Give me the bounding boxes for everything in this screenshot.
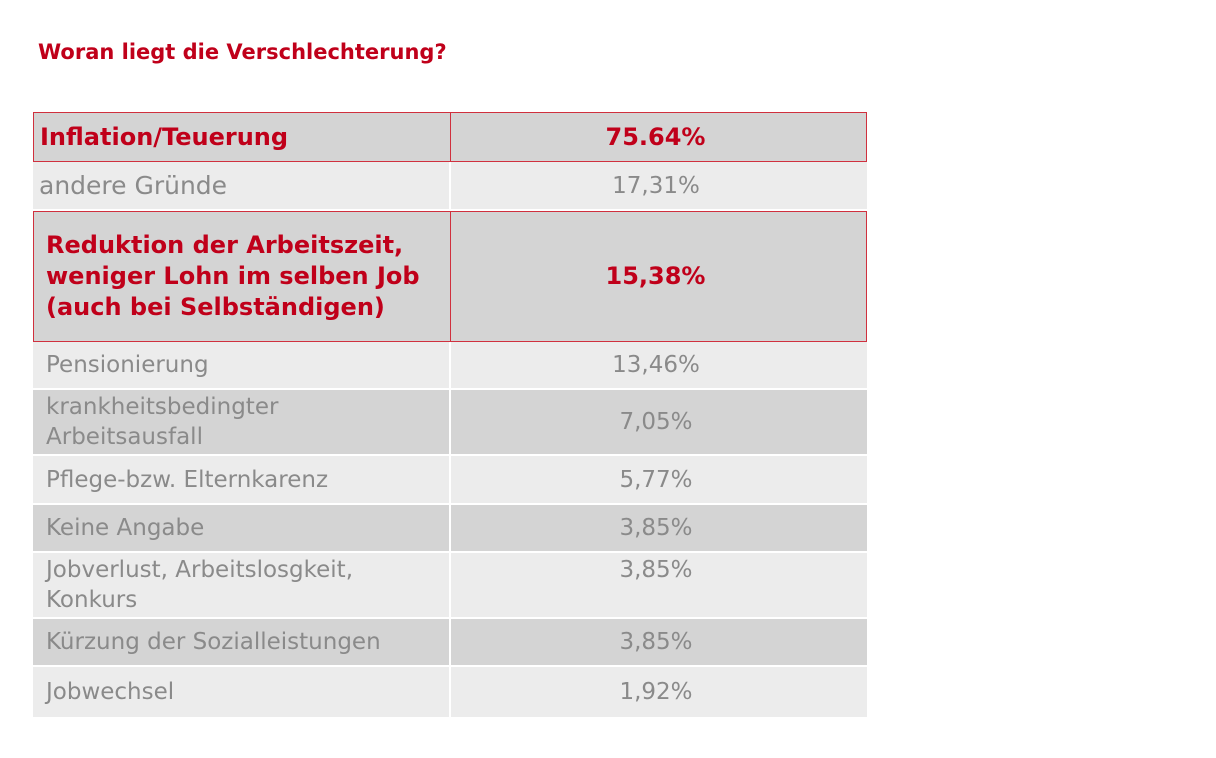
reason-cell: krankheitsbedingter Arbeitsausfall xyxy=(33,390,451,454)
percentage-cell: 5,77% xyxy=(619,466,693,493)
reason-cell: Reduktion der Arbeitszeit, weniger Lohn … xyxy=(34,212,452,341)
table-row: Reduktion der Arbeitszeit, weniger Lohn … xyxy=(33,211,867,342)
percentage-cell: 7,05% xyxy=(619,409,693,435)
table-row: Pflege-bzw. Elternkarenz 5,77% xyxy=(33,456,867,505)
percentage-cell: 3,85% xyxy=(619,629,693,655)
table-row: Keine Angabe 3,85% xyxy=(33,505,867,553)
table-row: Jobwechsel 1,92% xyxy=(33,667,867,717)
reason-cell: Pensionierung xyxy=(33,342,451,388)
reason-cell: Pflege-bzw. Elternkarenz xyxy=(33,456,451,503)
table-row: Pensionierung 13,46% xyxy=(33,342,867,390)
percentage-cell: 75.64% xyxy=(605,122,706,151)
page-title: Woran liegt die Verschlechterung? xyxy=(38,40,447,64)
percentage-cell: 13,46% xyxy=(612,352,700,378)
table-row: krankheitsbedingter Arbeitsausfall 7,05% xyxy=(33,390,867,456)
percentage-cell: 3,85% xyxy=(619,515,693,541)
reason-cell: andere Gründe xyxy=(33,162,451,209)
percentage-cell: 17,31% xyxy=(612,172,700,199)
reasons-table: Inflation/Teuerung 75.64% andere Gründe … xyxy=(33,112,867,717)
reason-cell: Inflation/Teuerung xyxy=(34,113,451,161)
percentage-cell: 3,85% xyxy=(619,557,693,583)
percentage-cell: 15,38% xyxy=(605,262,706,290)
percentage-cell: 1,92% xyxy=(619,679,693,705)
table-row: Inflation/Teuerung 75.64% xyxy=(33,112,867,162)
reason-cell: Jobverlust, Arbeitslosgkeit, Konkurs xyxy=(33,553,451,617)
reason-cell: Keine Angabe xyxy=(33,505,451,551)
table-row: Kürzung der Sozialleistungen 3,85% xyxy=(33,619,867,667)
reason-cell: Jobwechsel xyxy=(33,667,451,717)
reason-cell: Kürzung der Sozialleistungen xyxy=(33,619,451,665)
table-row: andere Gründe 17,31% xyxy=(33,162,867,211)
table-row: Jobverlust, Arbeitslosgkeit, Konkurs 3,8… xyxy=(33,553,867,619)
